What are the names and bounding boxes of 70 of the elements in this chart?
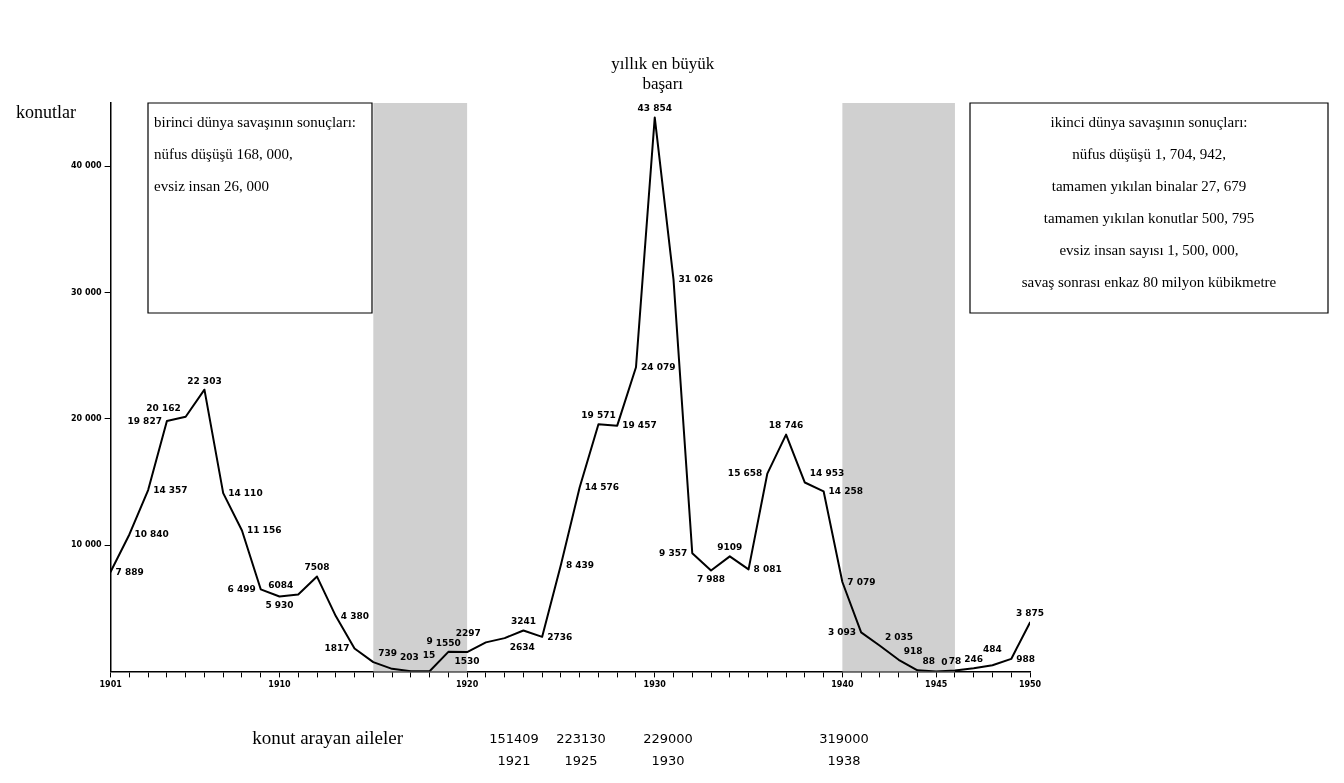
data-label: 203 <box>400 651 419 662</box>
data-label: 9 <box>426 636 433 647</box>
annotation: birinci dünya savaşının sonuçları: nüfus düşüşü 168, 000, evsiz insan 26, 000 <box>154 113 357 194</box>
x-tick-label: 1920 <box>455 680 479 690</box>
data-label: 3 875 <box>1015 608 1045 619</box>
data-label: 9 357 <box>659 548 688 559</box>
x-tick-label: 1930 <box>643 680 667 690</box>
data-label: 7 988 <box>696 574 726 585</box>
x-tick-label: 1940 <box>831 680 854 690</box>
data-label: 6084 <box>268 580 294 591</box>
y-tick-label: 10 000 <box>70 540 103 550</box>
data-label: 3241 <box>510 616 536 627</box>
annotation: ikinci dünya savaşının sonuçları: nüfus düşüşü 1, 704, 942, tamamen yıkılan binalar 27, 679 tamamen yıkılan konutlar 500, 795 evsiz insan sayısı 1, 500, 000, savaş sonrası enkaz 80 milyon kübikmetre <box>1021 113 1277 290</box>
text: konut arayan aileler <box>252 727 404 749</box>
data-label: 15 <box>422 650 436 661</box>
data-label: 9109 <box>717 542 743 553</box>
annotation: yıllık en büyük başarı <box>611 54 715 94</box>
data-label: 1530 <box>454 655 480 666</box>
y-tick-label: 40 000 <box>70 161 103 171</box>
data-label: 14 258 <box>828 486 864 497</box>
data-label: 22 303 <box>187 375 222 386</box>
data-label: 15 658 <box>727 468 763 479</box>
data-label: 7 889 <box>115 566 144 577</box>
data-label: 2736 <box>547 631 573 642</box>
data-label: 10 840 <box>134 529 169 540</box>
data-label: 4 380 <box>340 610 369 621</box>
x-tick-label: 1945 <box>925 680 948 690</box>
data-label: 7508 <box>304 562 330 573</box>
y-axis-title: konutlar <box>16 101 76 122</box>
data-label: 14 110 <box>228 488 263 499</box>
data-label: 24 079 <box>640 362 676 373</box>
data-label: 8 439 <box>565 559 595 570</box>
data-label: 1550 <box>435 637 461 648</box>
data-label: 78 <box>948 656 962 667</box>
data-label: 246 <box>964 654 984 665</box>
data-label: 14 576 <box>584 482 620 493</box>
data-label: 988 <box>1016 653 1036 664</box>
data-label: 19 571 <box>581 410 616 421</box>
data-label: 8 081 <box>753 564 782 575</box>
text: 319000 1938 <box>819 730 869 768</box>
data-label: 14 357 <box>153 484 188 495</box>
data-label: 5 930 <box>265 600 294 611</box>
y-tick-label: 20 000 <box>70 413 103 423</box>
data-label: 31 026 <box>678 274 713 285</box>
data-label: 1817 <box>324 643 350 654</box>
text: 229000 1930 <box>643 730 693 768</box>
data-label: 14 953 <box>809 468 845 479</box>
data-label: 918 <box>903 645 923 656</box>
data-label: 3 093 <box>827 627 857 638</box>
data-label: 2 035 <box>884 631 914 642</box>
data-label: 2634 <box>509 641 535 652</box>
data-label: 484 <box>983 644 1002 655</box>
data-label: 739 <box>378 647 398 658</box>
data-label: 88 <box>922 656 935 667</box>
data-label: 0 <box>941 657 948 668</box>
data-label: 18 746 <box>768 420 804 431</box>
data-label: 43 854 <box>637 103 672 114</box>
x-tick-label: 1901 <box>99 680 123 690</box>
data-label: 6 499 <box>227 584 256 595</box>
data-label: 2297 <box>455 628 481 639</box>
data-label: 7 079 <box>847 576 876 587</box>
x-tick-label: 1910 <box>268 680 292 690</box>
y-tick-label: 30 000 <box>70 287 103 297</box>
data-label: 11 156 <box>246 525 282 536</box>
data-label: 20 162 <box>146 402 181 413</box>
data-label: 19 457 <box>622 420 657 431</box>
data-label: 19 827 <box>127 415 162 426</box>
text: 223130 1925 <box>556 730 606 768</box>
x-tick-label: 1950 <box>1018 680 1042 690</box>
text: 151409 1921 <box>489 730 539 768</box>
